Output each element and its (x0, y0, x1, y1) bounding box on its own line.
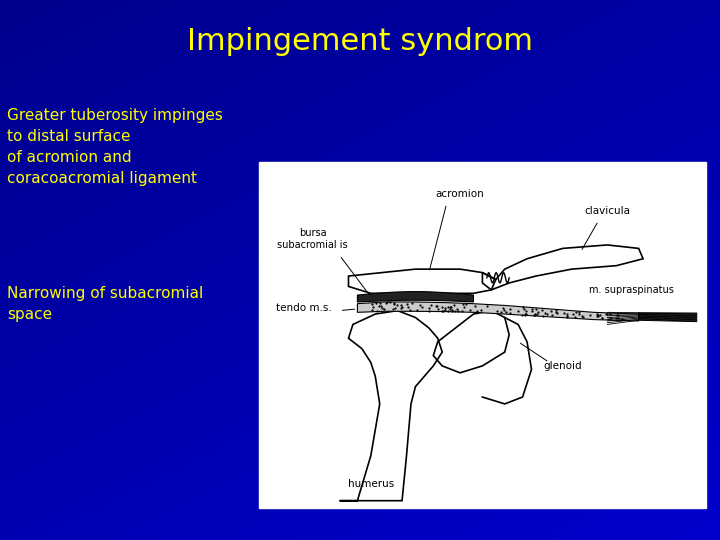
Polygon shape (357, 302, 639, 321)
Text: bursa
subacromial is: bursa subacromial is (277, 228, 348, 251)
Text: m. supraspinatus: m. supraspinatus (590, 285, 675, 295)
Text: humerus: humerus (348, 479, 394, 489)
Text: Greater tuberosity impinges
to distal surface
of acromion and
coracoacromial lig: Greater tuberosity impinges to distal su… (7, 108, 223, 186)
Text: Narrowing of subacromial
space: Narrowing of subacromial space (7, 286, 204, 322)
Text: clavicula: clavicula (585, 206, 631, 216)
Text: acromion: acromion (436, 188, 485, 199)
FancyBboxPatch shape (259, 162, 706, 508)
Text: tendo m.s.: tendo m.s. (276, 302, 332, 313)
Polygon shape (357, 292, 474, 302)
Text: Impingement syndrom: Impingement syndrom (187, 27, 533, 56)
Text: glenoid: glenoid (544, 361, 582, 372)
